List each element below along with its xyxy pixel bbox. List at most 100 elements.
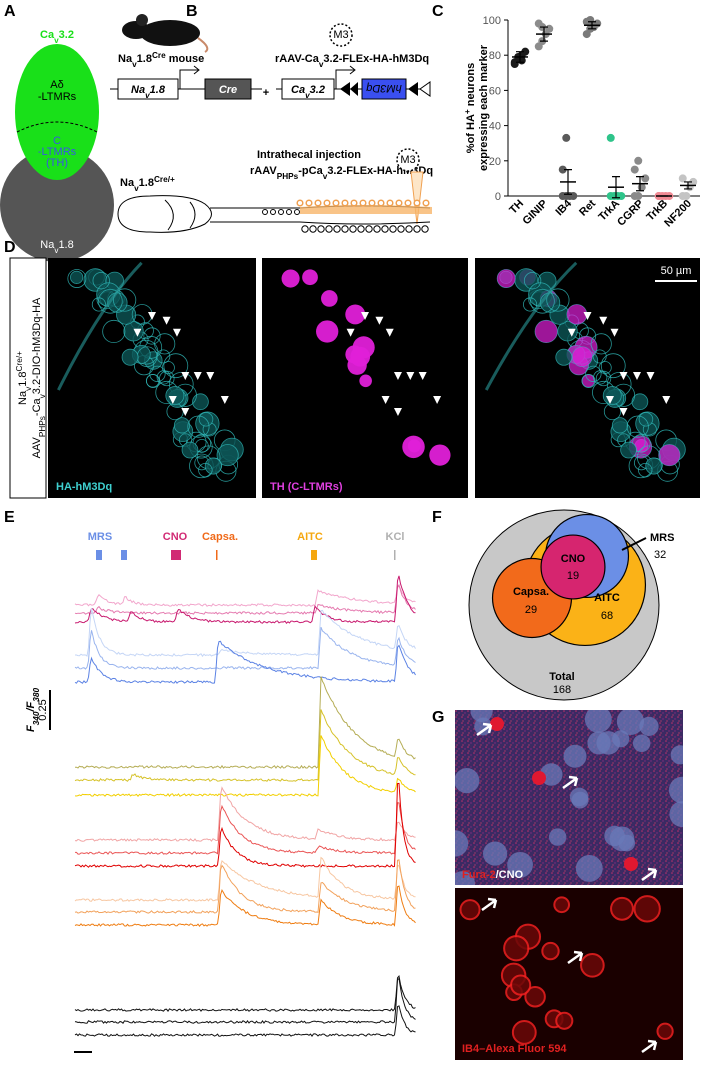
ratio-label-part: 380 — [32, 688, 41, 702]
drg-infected — [314, 199, 322, 207]
virus-label-part: rAAV-Ca — [275, 53, 320, 65]
arrowhead — [633, 372, 641, 380]
cell — [548, 828, 567, 846]
venn-label: AITC — [594, 592, 620, 604]
cell — [321, 290, 338, 307]
gene-hm3dq-label: hM3Dq — [365, 82, 401, 94]
gene-nav-label-part: Na — [131, 84, 145, 96]
genotype-label-part: 1.8 — [139, 177, 154, 189]
c-ltmr-label: C — [53, 135, 61, 147]
venn-cav32 — [15, 44, 99, 180]
arrowhead — [599, 316, 608, 325]
cell — [192, 393, 209, 411]
ib4-cell — [459, 899, 481, 921]
arrowhead — [619, 372, 628, 380]
cell — [572, 346, 593, 367]
ib4-cell — [633, 895, 661, 923]
genotype-label-part: Cre/+ — [154, 175, 175, 184]
error-bar — [612, 176, 620, 199]
arrowhead — [220, 396, 229, 404]
drg — [286, 209, 292, 215]
drg — [278, 209, 284, 215]
receptor-icon — [396, 148, 420, 172]
cell — [102, 319, 126, 344]
side-label-part: v — [38, 393, 47, 398]
injection-virus-label-part: -pCa — [298, 165, 323, 177]
nav18-label-part: Na — [40, 239, 55, 251]
cell — [143, 327, 161, 345]
drg-infected — [359, 199, 367, 207]
data-point — [558, 165, 567, 174]
drg-infected — [395, 199, 403, 207]
venn-count: 29 — [525, 604, 537, 616]
y-tick-label: 80 — [489, 50, 501, 62]
ib4-cell — [503, 935, 530, 962]
calcium-trace — [74, 640, 416, 684]
injection-virus-label-part: PHPs — [277, 172, 299, 181]
drg — [397, 225, 405, 233]
cell — [149, 365, 166, 382]
gene-cav-label-part: Ca — [291, 84, 305, 96]
stimulus-bar — [311, 550, 317, 560]
cell — [626, 415, 649, 438]
cell — [98, 288, 123, 314]
cell — [187, 415, 210, 438]
cell — [530, 288, 555, 314]
calcium-trace — [75, 608, 416, 658]
venn-label: CNO — [561, 553, 586, 565]
responding-cell — [532, 771, 546, 785]
cell — [165, 386, 185, 406]
venn-total-count: 168 — [553, 684, 571, 696]
data-point — [630, 165, 639, 174]
drg-infected — [350, 199, 358, 207]
genotype-label-part: v — [134, 184, 139, 193]
ib4-cell — [610, 896, 634, 921]
cell — [402, 435, 425, 459]
nav18-label-part: 1.8 — [58, 239, 73, 251]
injection-label: Intrathecal injection — [257, 149, 361, 161]
error-bar — [564, 169, 572, 195]
cell — [67, 269, 87, 288]
calcium-trace — [74, 782, 416, 868]
arrowhead — [172, 328, 181, 337]
cell — [70, 270, 84, 284]
responding-cell — [624, 857, 638, 871]
drg — [413, 225, 421, 233]
lox-site — [408, 82, 418, 96]
arrow — [481, 897, 498, 912]
stimulus-label: AITC — [297, 531, 323, 543]
drg-infected — [305, 199, 313, 207]
calcium-trace — [74, 575, 416, 624]
drg — [357, 225, 365, 233]
y-tick-label: 20 — [489, 156, 501, 168]
cell — [585, 365, 602, 382]
arrowhead — [646, 372, 655, 380]
side-label: Nav1.8Cre/+ — [15, 351, 33, 405]
arrowhead — [567, 328, 576, 337]
drg — [421, 225, 429, 233]
cell — [497, 269, 516, 288]
cell — [216, 444, 239, 467]
side-label-part: 1.8 — [17, 371, 29, 386]
ratio-label-part: / — [25, 707, 37, 713]
y-axis-label: expressing each marker — [478, 44, 490, 171]
cell — [123, 321, 144, 342]
c-ltmr-label: -LTMRs — [38, 146, 77, 158]
plus-sign: + — [263, 87, 269, 99]
ib4-cell — [656, 1022, 674, 1040]
lox-site — [419, 81, 431, 97]
y-tick-label: 100 — [483, 15, 501, 27]
c-ltmr-label: (TH) — [46, 157, 68, 169]
drg-infected — [377, 199, 385, 207]
arrowhead — [375, 316, 384, 325]
arrow — [641, 867, 658, 882]
drg-infected — [413, 199, 421, 207]
receptor-icon-label: M3 — [333, 29, 348, 41]
side-label-part: -Ca — [31, 397, 43, 416]
panel-letter: B — [186, 3, 198, 20]
arrowhead — [418, 372, 427, 380]
cell — [204, 457, 222, 475]
arrowhead — [181, 372, 190, 380]
side-label-part: 3.2-DIO-hM3Dq-HA — [31, 297, 43, 394]
